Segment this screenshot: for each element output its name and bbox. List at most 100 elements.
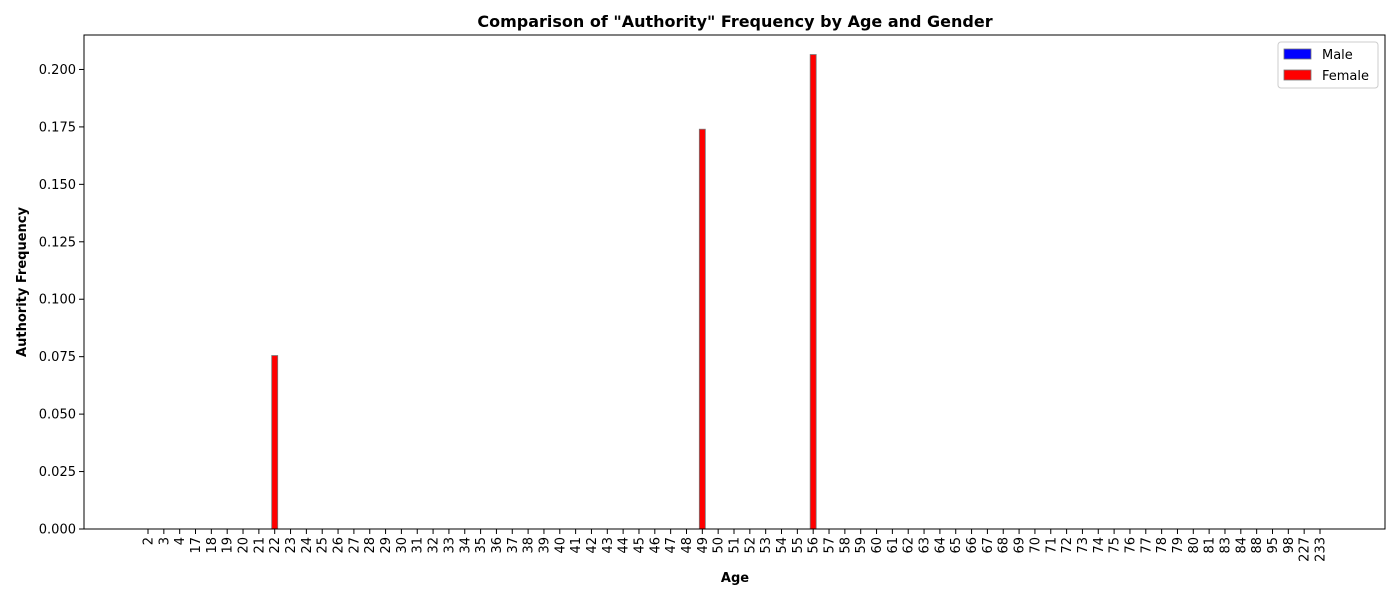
x-tick-label: 67 [981,537,996,554]
x-tick-label: 71 [1044,537,1059,554]
x-tick-label: 44 [617,537,632,554]
x-tick-label: 18 [205,537,220,554]
x-tick-label: 3 [157,537,172,545]
x-tick-label: 58 [838,537,853,554]
x-tick-label: 26 [332,537,347,554]
x-tick-label: 20 [237,537,252,554]
x-tick-label: 28 [363,537,378,554]
x-tick-label: 83 [1218,537,1233,554]
x-tick-label: 81 [1203,537,1218,554]
x-tick-label: 52 [743,537,758,554]
x-tick-label: 63 [918,537,933,554]
bar-female-56 [809,54,817,530]
x-tick-label: 34 [458,537,473,554]
plot-frame [83,34,1386,530]
legend-swatch-male [1283,48,1312,60]
x-axis-label: Age [721,571,749,586]
y-tick-label: 0.150 [39,178,76,193]
x-tick-label: 72 [1060,537,1075,554]
x-tick-label: 66 [965,537,980,554]
x-tick-label: 53 [759,537,774,554]
x-tick-label: 51 [728,537,743,554]
x-tick-label: 88 [1250,537,1265,554]
x-tick-label: 49 [696,537,711,554]
x-tick-label: 41 [569,537,584,554]
x-tick-label: 32 [427,537,442,554]
x-tick-label: 69 [1013,537,1028,554]
x-tick-label: 98 [1282,537,1297,554]
legend-label-male: Male [1322,48,1353,63]
x-tick-label: 43 [601,537,616,554]
x-tick-label: 31 [411,537,426,554]
x-tick-label: 68 [997,537,1012,554]
x-tick-label: 64 [933,537,948,554]
x-tick-label: 57 [823,537,838,554]
x-tick-label: 30 [395,537,410,554]
x-tick-label: 62 [902,537,917,554]
x-tick-label: 59 [854,537,869,554]
x-tick-label: 36 [490,537,505,554]
x-tick-label: 54 [775,537,790,554]
x-tick-label: 27 [347,537,362,554]
x-tick-label: 35 [474,537,489,554]
x-tick-label: 42 [585,537,600,554]
y-tick-label: 0.025 [39,465,76,480]
bars [271,54,817,530]
x-tick-label: 33 [442,537,457,554]
bar-female-49 [698,128,706,530]
x-tick-label: 29 [379,537,394,554]
x-tick-label: 84 [1234,537,1249,554]
x-tick-label: 80 [1187,537,1202,554]
x-tick-label: 76 [1123,537,1138,554]
x-tick-label: 61 [886,537,901,554]
y-tick-label: 0.050 [39,408,76,423]
x-tick-label: 45 [632,537,647,554]
chart-title: Comparison of "Authority" Frequency by A… [477,12,992,31]
x-tick-label: 95 [1266,537,1281,554]
x-tick-label: 4 [173,537,188,545]
legend-swatch-female [1283,69,1312,81]
y-tick-label: 0.000 [39,523,76,538]
y-tick-label: 0.075 [39,350,76,365]
x-tick-label: 25 [316,537,331,554]
x-tick-label: 2 [142,537,157,545]
x-tick-label: 22 [268,537,283,554]
x-tick-label: 74 [1092,537,1107,554]
y-tick-label: 0.175 [39,120,76,135]
x-tick-label: 70 [1028,537,1043,554]
y-axis-label: Authority Frequency [15,207,30,357]
x-tick-label: 24 [300,537,315,554]
legend: Male Female [1277,41,1379,89]
x-tick-label: 79 [1171,537,1186,554]
x-tick-label: 50 [712,537,727,554]
x-tick-label: 233 [1314,537,1329,562]
x-tick-label: 56 [807,537,822,554]
x-tick-label: 17 [189,537,204,554]
x-tick-label: 38 [522,537,537,554]
x-tick-label: 227 [1298,537,1313,562]
x-tick-label: 60 [870,537,885,554]
x-tick-label: 39 [537,537,552,554]
x-tick-label: 37 [506,537,521,554]
x-tick-label: 19 [221,537,236,554]
x-axis-ticks: 2 3 4 17 18 19 20 21 22 23 24 25 26 27 28 29 30 31 32 33 34 3… [142,529,1329,562]
y-tick-label: 0.125 [39,235,76,250]
x-tick-label: 78 [1155,537,1170,554]
x-tick-label: 23 [284,537,299,554]
x-tick-label: 21 [252,537,267,554]
x-tick-label: 47 [664,537,679,554]
bar-female-22 [271,355,279,530]
x-tick-label: 65 [949,537,964,554]
x-tick-label: 75 [1108,537,1123,554]
y-tick-label: 0.200 [39,63,76,78]
y-axis-ticks: 0.000 0.025 0.050 0.075 0.100 0.125 0.150 0.175… [39,63,84,538]
x-tick-label: 48 [680,537,695,554]
x-tick-label: 46 [648,537,663,554]
legend-label-female: Female [1322,69,1369,84]
x-tick-label: 55 [791,537,806,554]
x-tick-label: 40 [553,537,568,554]
x-tick-label: 73 [1076,537,1091,554]
x-tick-label: 77 [1139,537,1154,554]
y-tick-label: 0.100 [39,293,76,308]
